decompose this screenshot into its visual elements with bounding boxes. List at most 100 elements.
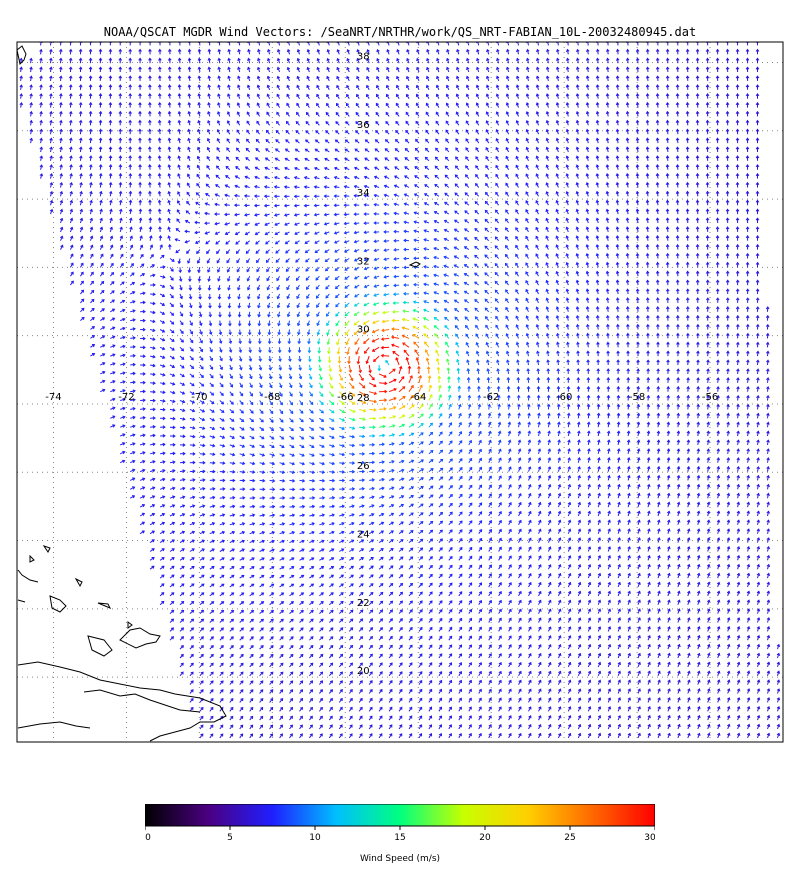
wind-vector-head	[605, 57, 610, 61]
wind-vector-head	[415, 93, 420, 97]
wind-vector-head	[88, 57, 93, 61]
wind-vector-head	[295, 130, 299, 134]
wind-vector-head	[157, 110, 162, 115]
wind-vector-head	[445, 102, 449, 106]
wind-vector-head	[456, 48, 460, 53]
wind-vector-head	[354, 157, 358, 161]
wind-vector-head	[294, 157, 298, 161]
wind-vector-head	[69, 101, 73, 106]
wind-vector-head	[49, 93, 53, 97]
wind-vector-head	[217, 57, 221, 61]
wind-vector-head	[285, 120, 289, 125]
wind-vector-head	[715, 57, 720, 61]
wind-vector-head	[505, 129, 509, 133]
wind-vector-head	[305, 130, 309, 134]
wind-vector-head	[364, 148, 368, 152]
wind-vector-head	[69, 155, 73, 159]
wind-vector-head	[138, 110, 142, 114]
wind-vector-head	[49, 128, 53, 132]
wind-vector-head	[535, 110, 540, 115]
wind-vector-head	[235, 166, 239, 170]
wind-vector-head	[206, 146, 211, 151]
wind-vector-head	[39, 164, 44, 168]
wind-vector-head	[665, 93, 670, 97]
wind-vector-head	[375, 111, 379, 116]
wind-vector-head	[625, 75, 630, 79]
wind-vector-head	[655, 75, 660, 79]
wind-vector-head	[486, 48, 490, 53]
wind-vector-head	[355, 111, 359, 116]
wind-vector	[364, 346, 370, 354]
wind-vector-head	[256, 84, 261, 88]
wind-vector-head	[157, 128, 162, 132]
wind-vector-head	[725, 93, 730, 97]
wind-vector-head	[695, 93, 700, 97]
wind-vector-head	[435, 93, 440, 97]
wind-vector-head	[685, 57, 690, 61]
wind-vector-head	[148, 164, 152, 168]
wind-vector-head	[118, 164, 123, 168]
wind-vector	[557, 42, 559, 46]
wind-vector-head	[475, 84, 480, 88]
wind-vector-head	[525, 128, 530, 133]
wind-vector-head	[505, 120, 509, 124]
wind-vector-head	[535, 57, 540, 61]
wind-vector-head	[68, 75, 73, 79]
wind-vector-head	[445, 138, 449, 142]
wind-vector-head	[675, 137, 680, 141]
wind-vector	[497, 42, 500, 46]
wind-vector	[327, 42, 330, 46]
wind-vector-head	[495, 111, 500, 115]
wind-vector-head	[725, 48, 730, 52]
wind-vector-head	[49, 66, 53, 70]
wind-vector-head	[505, 66, 510, 70]
wind-vector-head	[366, 57, 370, 62]
wind-vector-head	[304, 157, 308, 161]
wind-vector-head	[755, 119, 760, 123]
wind-vector-head	[386, 84, 390, 89]
wind-vector-head	[344, 139, 348, 143]
wind-vector-head	[148, 119, 152, 123]
wind-vector-head	[525, 146, 529, 151]
wind-vector-head	[396, 66, 400, 71]
wind-vector-head	[526, 57, 530, 61]
wind-vector-head	[236, 147, 240, 151]
wind-vector-head	[455, 147, 459, 151]
wind-vector-head	[29, 75, 33, 79]
wind-vector-head	[346, 48, 350, 53]
wind-vector-head	[157, 101, 162, 106]
wind-vector-head	[226, 120, 231, 124]
wind-vector-head	[355, 102, 359, 106]
wind-vector-head	[486, 66, 490, 70]
wind-vector-head	[207, 93, 211, 97]
wind-vector-head	[128, 84, 133, 88]
wind-vector-head	[635, 75, 640, 79]
wind-vector-head	[246, 111, 250, 115]
wind-vector-head	[536, 48, 540, 53]
wind-vector-head	[505, 102, 510, 106]
wind-vector-head	[49, 119, 53, 124]
wind-vector	[607, 42, 609, 46]
wind-vector-head	[197, 75, 202, 79]
wind-vector-head	[128, 119, 133, 123]
wind-vector-head	[395, 120, 399, 124]
wind-vector-head	[247, 48, 251, 53]
wind-vector-head	[69, 146, 73, 150]
wind-vector	[407, 42, 410, 46]
wind-vector-head	[466, 66, 470, 71]
wind-vector-head	[555, 93, 560, 97]
wind-vector-head	[455, 120, 459, 124]
wind-vector-head	[655, 57, 660, 61]
wind-vector-head	[227, 57, 231, 61]
wind-vector-head	[355, 121, 359, 125]
wind-vector-head	[446, 57, 450, 62]
wind-vector-head	[217, 93, 221, 97]
wind-vector-head	[364, 139, 368, 143]
wind-vector-head	[19, 66, 23, 70]
wind-vector-head	[69, 84, 73, 88]
wind-vector-head	[715, 119, 720, 123]
wind-vector-head	[276, 93, 280, 97]
wind-vector-head	[625, 119, 630, 124]
wind-vector-head	[455, 156, 459, 160]
wind-vector-head	[49, 164, 53, 168]
